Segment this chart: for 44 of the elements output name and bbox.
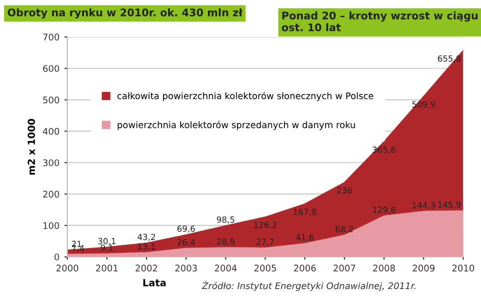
data-label: 129,6 xyxy=(373,206,396,214)
x-tick-label: 2002 xyxy=(136,264,158,272)
x-tick-label: 2007 xyxy=(334,264,356,272)
data-label: 98,5 xyxy=(216,216,234,224)
y-tick-label: 200 xyxy=(43,190,60,198)
data-label: 126,2 xyxy=(254,222,276,229)
y-tick-label: 600 xyxy=(43,65,60,72)
x-tick-label: 2008 xyxy=(373,264,395,272)
data-label: 236 xyxy=(337,187,352,194)
x-tick-label: 2005 xyxy=(254,264,276,272)
text: Źródło: Instytut Energetyki Odnawialnej, 2011r. xyxy=(202,280,416,291)
legend-label: powierzchnia kolektorów sprzedanych w danym roku xyxy=(118,120,355,130)
x-tick-label: 2009 xyxy=(412,264,434,272)
data-label: 13,1 xyxy=(138,243,156,250)
data-label: 9,1 xyxy=(100,244,113,252)
y-tick-label: 700 xyxy=(43,34,60,41)
y-tick-label: 500 xyxy=(43,96,60,104)
y-tick-label: 0 xyxy=(54,254,60,260)
x-tick-label: 2010 xyxy=(452,264,474,272)
data-label: 167,8 xyxy=(294,208,316,216)
chart-title: Obroty na rynku w 2010r. ok. 430 mln zł xyxy=(8,8,243,18)
x-axis-title: Lata xyxy=(143,279,166,286)
data-label: 145,9 xyxy=(438,202,461,209)
x-tick-label: 2006 xyxy=(294,264,316,272)
y-tick-label: 400 xyxy=(42,128,60,135)
x-tick-label: 2004 xyxy=(214,264,237,272)
x-tick-label: 2003 xyxy=(175,264,197,272)
data-label: 41,6 xyxy=(296,234,314,242)
data-label: 28,9 xyxy=(217,238,234,246)
chart-subtitle: Ponad 20 – krotny wzrost w ciągu ost. 10 lat xyxy=(282,11,478,32)
data-label: 43,2 xyxy=(138,234,155,241)
data-label: 26,4 xyxy=(177,239,195,246)
y-tick-label: 300 xyxy=(43,159,60,166)
data-label: 144,3 xyxy=(412,202,435,210)
data-label: 27,7 xyxy=(256,238,274,246)
y-tick-label: 100 xyxy=(43,222,60,230)
x-tick-label: 2000 xyxy=(56,264,78,272)
legend-label: całkowita powierzchnia kolektorów słonecznych w Polsce xyxy=(117,92,374,101)
y-axis-title: m2 x 1000 xyxy=(28,118,36,175)
x-tick-label: 2001 xyxy=(96,264,118,272)
data-label: 68,2 xyxy=(336,226,353,234)
data-label: 21 xyxy=(72,240,82,247)
data-label: 69,6 xyxy=(177,226,195,233)
data-label: 30,1 xyxy=(98,238,116,246)
